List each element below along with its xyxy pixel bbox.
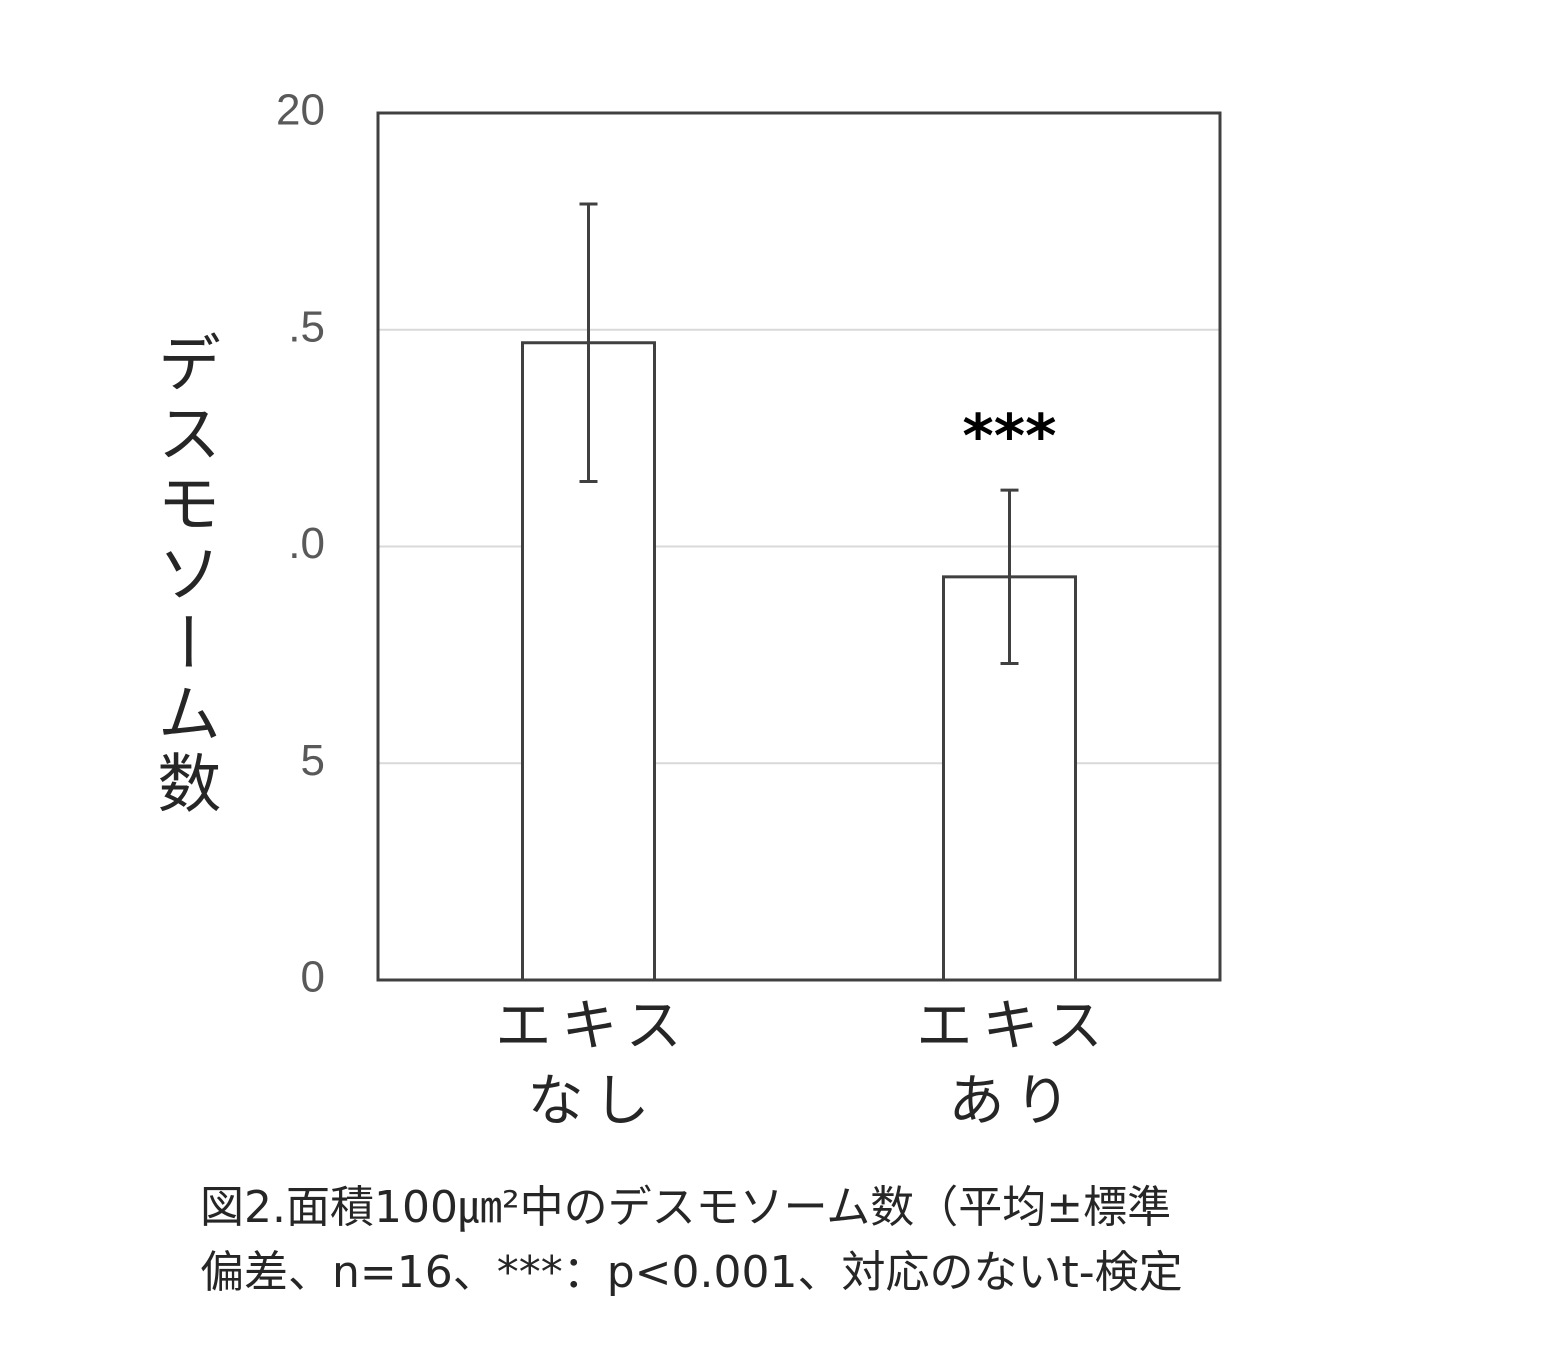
- y-tick-label: 20: [276, 86, 325, 135]
- x-tick-label: あり: [949, 1069, 1081, 1134]
- y-axis-label: デスモソーム数: [146, 330, 220, 820]
- caption: 図2.面積100㎛²中のデスモソーム数（平均±標準: [200, 1182, 1171, 1233]
- y-tick-label: .5: [288, 302, 325, 351]
- error-bar: [1000, 488, 1019, 666]
- y-tick-label: 5: [301, 736, 325, 785]
- y-tick-label: .0: [288, 519, 325, 568]
- x-tick-label: なし: [528, 1069, 660, 1134]
- annotation: ***: [962, 402, 1056, 472]
- x-tick-label: エキス: [495, 994, 691, 1059]
- error-bar: [579, 202, 598, 483]
- y-tick-label: 0: [301, 953, 325, 1002]
- caption: 偏差、n=16、***：p<0.001、対応のないt-検定: [200, 1247, 1183, 1298]
- x-tick-label: エキス: [916, 994, 1112, 1059]
- plot-frame: [376, 111, 1222, 982]
